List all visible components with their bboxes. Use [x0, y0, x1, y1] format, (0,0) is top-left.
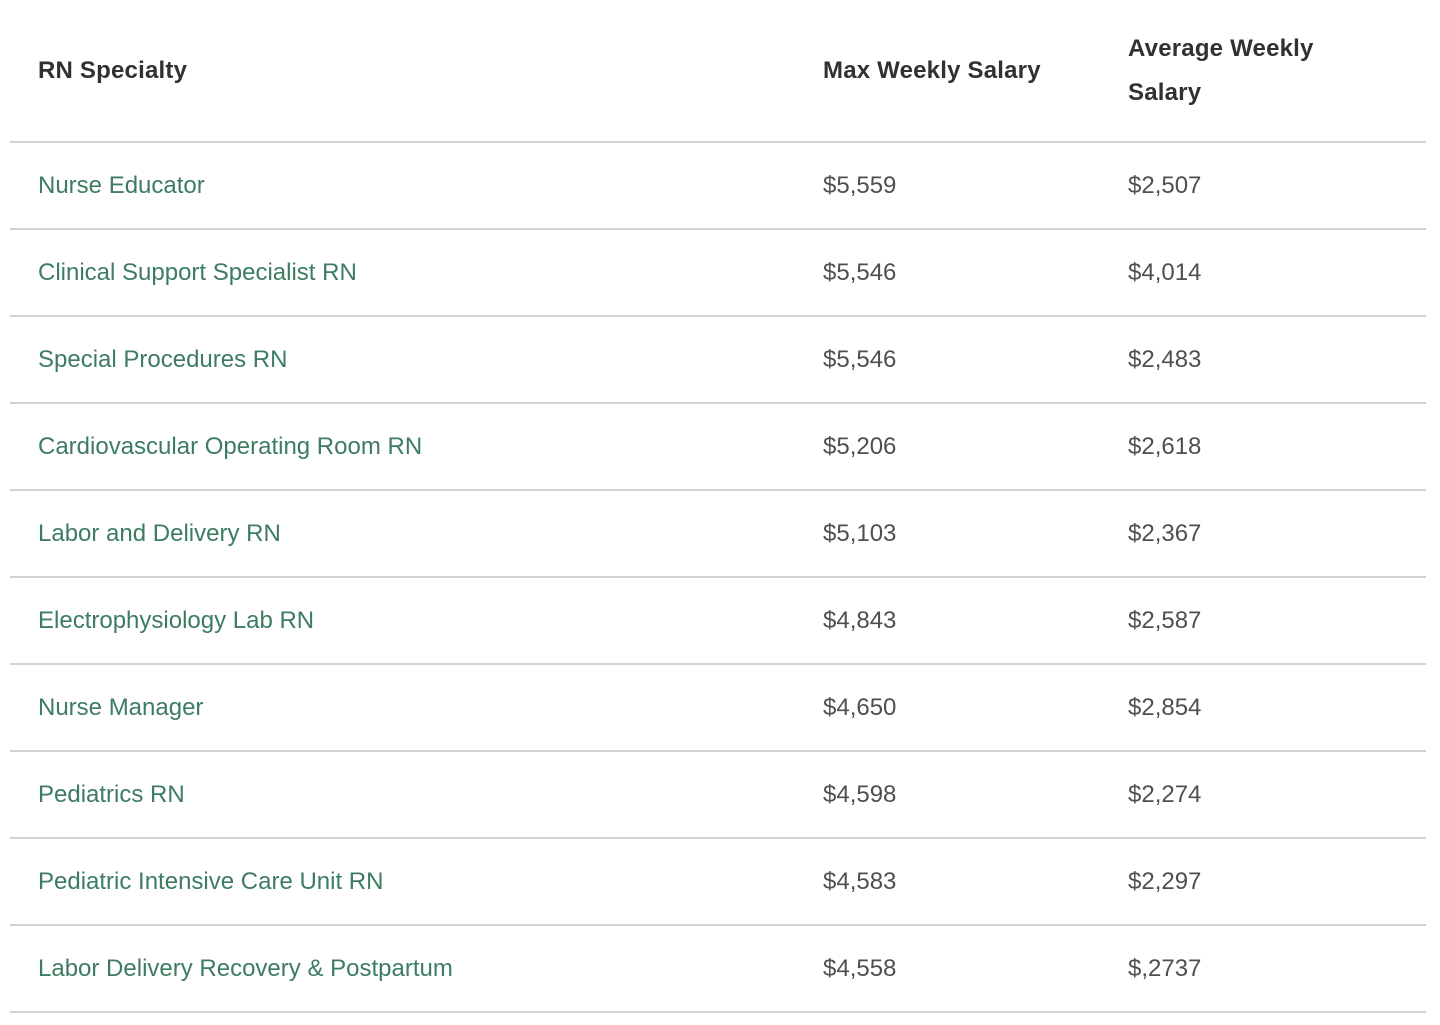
average-weekly-salary-cell: $2,507: [1128, 171, 1202, 199]
specialty-link[interactable]: Labor and Delivery RN: [38, 519, 281, 547]
table-row: Clinical Support Specialist RN $5,546 $4…: [10, 230, 1426, 317]
max-weekly-salary-cell: $5,546: [823, 258, 897, 286]
table-row: Labor Delivery Recovery & Postpartum $4,…: [10, 926, 1426, 1013]
table-row: Labor and Delivery RN $5,103 $2,367: [10, 491, 1426, 578]
specialty-link[interactable]: Cardiovascular Operating Room RN: [38, 432, 423, 460]
table-row: Nurse Manager $4,650 $2,854: [10, 665, 1426, 752]
specialty-cell: Nurse Educator: [10, 172, 823, 200]
table-row: Nurse Educator $5,559 $2,507: [10, 143, 1426, 230]
rn-salary-table: RN Specialty Max Weekly Salary Average W…: [10, 0, 1426, 1013]
table-row: Pediatric Intensive Care Unit RN $4,583 …: [10, 839, 1426, 926]
average-weekly-salary-cell: $2,618: [1128, 432, 1202, 460]
max-weekly-salary-cell: $4,558: [823, 954, 897, 982]
table-body: Nurse Educator $5,559 $2,507 Clinical Su…: [10, 143, 1426, 1013]
specialty-cell: Special Procedures RN: [10, 346, 823, 374]
max-weekly-salary-cell: $5,103: [823, 519, 897, 547]
average-weekly-salary-cell: $4,014: [1128, 258, 1202, 286]
max-weekly-salary-cell: $4,650: [823, 693, 897, 721]
specialty-cell: Nurse Manager: [10, 694, 823, 722]
column-header-rn-specialty: RN Specialty: [38, 56, 188, 84]
max-weekly-salary-cell: $5,559: [823, 171, 897, 199]
specialty-link[interactable]: Nurse Educator: [38, 171, 205, 199]
max-weekly-salary-cell: $5,206: [823, 432, 897, 460]
table-row: Cardiovascular Operating Room RN $5,206 …: [10, 404, 1426, 491]
specialty-link[interactable]: Pediatrics RN: [38, 780, 185, 808]
table-row: Special Procedures RN $5,546 $2,483: [10, 317, 1426, 404]
specialty-link[interactable]: Pediatric Intensive Care Unit RN: [38, 867, 384, 895]
max-weekly-salary-cell: $4,598: [823, 780, 897, 808]
average-weekly-salary-cell: $2,297: [1128, 867, 1202, 895]
table-row: Pediatrics RN $4,598 $2,274: [10, 752, 1426, 839]
table-row: Electrophysiology Lab RN $4,843 $2,587: [10, 578, 1426, 665]
max-weekly-salary-cell: $4,583: [823, 867, 897, 895]
specialty-cell: Labor and Delivery RN: [10, 520, 823, 548]
specialty-cell: Pediatric Intensive Care Unit RN: [10, 868, 823, 896]
average-weekly-salary-cell: $2,367: [1128, 519, 1202, 547]
column-header-average-weekly-salary: Average Weekly Salary: [1128, 34, 1314, 106]
average-weekly-salary-cell: $2,274: [1128, 780, 1202, 808]
table-header-row: RN Specialty Max Weekly Salary Average W…: [10, 0, 1426, 143]
specialty-link[interactable]: Electrophysiology Lab RN: [38, 606, 315, 634]
max-weekly-salary-cell: $5,546: [823, 345, 897, 373]
max-weekly-salary-cell: $4,843: [823, 606, 897, 634]
specialty-cell: Pediatrics RN: [10, 781, 823, 809]
specialty-cell: Labor Delivery Recovery & Postpartum: [10, 955, 823, 983]
specialty-cell: Clinical Support Specialist RN: [10, 259, 823, 287]
specialty-cell: Cardiovascular Operating Room RN: [10, 433, 823, 461]
specialty-link[interactable]: Nurse Manager: [38, 693, 204, 721]
specialty-link[interactable]: Labor Delivery Recovery & Postpartum: [38, 954, 453, 982]
average-weekly-salary-cell: $,2737: [1128, 954, 1202, 982]
specialty-cell: Electrophysiology Lab RN: [10, 607, 823, 635]
average-weekly-salary-cell: $2,587: [1128, 606, 1202, 634]
specialty-link[interactable]: Special Procedures RN: [38, 345, 288, 373]
specialty-link[interactable]: Clinical Support Specialist RN: [38, 258, 357, 286]
column-header-max-weekly-salary: Max Weekly Salary: [823, 56, 1041, 84]
average-weekly-salary-cell: $2,483: [1128, 345, 1202, 373]
average-weekly-salary-cell: $2,854: [1128, 693, 1202, 721]
